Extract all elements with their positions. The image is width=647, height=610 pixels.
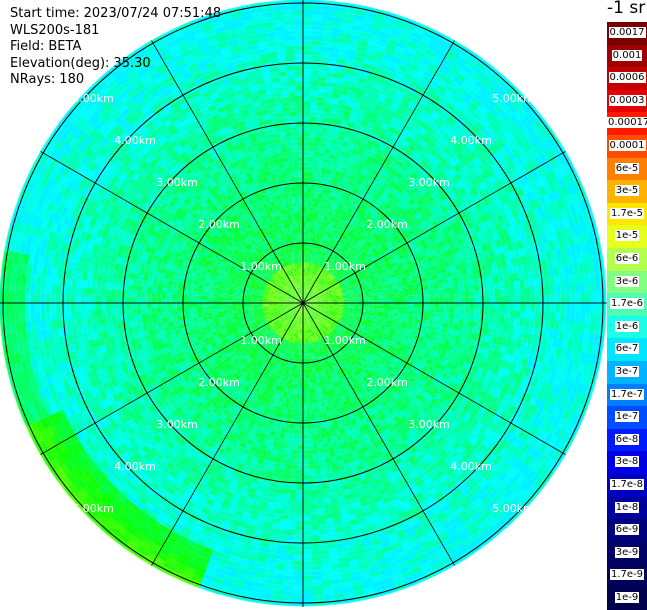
range-label: 3.00km bbox=[408, 418, 450, 431]
colorbar-swatch: 3e-5 bbox=[607, 180, 647, 203]
nrays-value: 180 bbox=[59, 72, 85, 87]
instrument-name: WLS200s-181 bbox=[10, 22, 100, 38]
colorbar-tick-label: 3e-9 bbox=[614, 546, 640, 558]
range-label: 1.00km bbox=[324, 334, 366, 347]
colorbar-swatch: 6e-9 bbox=[607, 519, 647, 542]
colorbar-tick-label: 0.001 bbox=[611, 49, 643, 61]
colorbar-tick-label: 1.7e-5 bbox=[609, 207, 645, 219]
colorbar-tick-label: 1e-5 bbox=[614, 230, 640, 242]
azimuth-spoke bbox=[40, 302, 304, 455]
colorbar-tick-label: 6e-7 bbox=[614, 343, 640, 355]
field-label: Field: bbox=[10, 39, 45, 54]
range-label: 1.00km bbox=[240, 334, 282, 347]
colorbar-swatch: 0.0003 bbox=[607, 89, 647, 113]
colorbar-swatch: 1e-7 bbox=[607, 406, 647, 429]
colorbar-tick-label: 3e-6 bbox=[614, 275, 640, 287]
colorbar-swatch: 1.7e-7 bbox=[607, 383, 647, 407]
colorbar-tick-label: 6e-6 bbox=[614, 253, 640, 264]
range-label: 4.00km bbox=[114, 460, 156, 473]
range-label: 4.00km bbox=[114, 134, 156, 147]
nrays-row: NRays: 180 bbox=[10, 72, 221, 89]
colorbar-tick-label: 6e-9 bbox=[614, 524, 640, 536]
colorbar-tick-label: 0.0003 bbox=[608, 94, 646, 106]
colorbar-swatch: 3e-9 bbox=[607, 541, 647, 565]
instrument-row: WLS200s-181 bbox=[10, 23, 221, 40]
colorbar-tick-label: 1e-8 bbox=[614, 501, 640, 513]
colorbar-swatch: 3e-7 bbox=[607, 361, 647, 384]
nrays-label: NRays: bbox=[10, 72, 56, 87]
colorbar-tick-label: 1e-7 bbox=[614, 411, 640, 423]
colorbar-swatch: 6e-6 bbox=[607, 248, 647, 271]
colorbar-tick-label: 0.0017 bbox=[608, 27, 646, 38]
colorbar-swatch: 1e-8 bbox=[607, 496, 647, 520]
range-label: 2.00km bbox=[198, 376, 240, 389]
colorbar-tick-label: 1.7e-6 bbox=[609, 298, 645, 310]
elevation-label: Elevation(deg): bbox=[10, 55, 110, 71]
range-label: 1.00km bbox=[240, 260, 282, 273]
colorbar-swatch: 0.0006 bbox=[607, 67, 647, 90]
colorbar-tick-label: 1.7e-9 bbox=[609, 569, 645, 581]
range-label: 4.00km bbox=[450, 460, 492, 473]
range-label: 1.00km bbox=[324, 260, 366, 273]
azimuth-spoke bbox=[302, 302, 455, 566]
colorbar-tick-label: 0.00017 bbox=[607, 117, 647, 129]
colorbar-swatch: 1e-6 bbox=[607, 315, 647, 339]
colorbar-tick-label: 1e-9 bbox=[614, 592, 640, 603]
colorbar-swatch: 6e-7 bbox=[607, 338, 647, 361]
colorbar-tick-label: 1e-6 bbox=[614, 320, 640, 332]
colorbar-swatch: 1.7e-9 bbox=[607, 564, 647, 587]
colorbar-swatch: 3e-8 bbox=[607, 451, 647, 474]
colorbar-swatch: 1e-9 bbox=[607, 587, 647, 610]
azimuth-spoke bbox=[302, 302, 566, 455]
colorbar-tick-label: 0.0006 bbox=[608, 72, 646, 84]
colorbar-swatch: 1.7e-6 bbox=[607, 293, 647, 316]
range-label: 3.00km bbox=[156, 176, 198, 189]
range-label: 3.00km bbox=[408, 176, 450, 189]
colorbar-swatch: 0.0001 bbox=[607, 135, 647, 158]
elevation-row: Elevation(deg): 35.30 bbox=[10, 56, 221, 73]
colorbar-tick-label: 3e-7 bbox=[614, 366, 640, 377]
range-label: 2.00km bbox=[366, 376, 408, 389]
colorbar-swatch: 3e-6 bbox=[607, 270, 647, 294]
range-label: 2.00km bbox=[366, 218, 408, 231]
colorbar-unit-label: -1 sr bbox=[607, 0, 646, 18]
start-time-value: 2023/07/24 07:51:48 bbox=[83, 6, 222, 21]
colorbar-swatch: 1.7e-5 bbox=[607, 202, 647, 226]
field-row: Field: BETA bbox=[10, 39, 221, 56]
colorbar-tick-label: 3e-5 bbox=[614, 185, 640, 197]
start-time-label: Start time: bbox=[10, 6, 80, 21]
colorbar-tick-label: 3e-8 bbox=[614, 456, 640, 468]
range-label: 5.00km bbox=[492, 92, 534, 105]
range-label: 2.00km bbox=[198, 218, 240, 231]
azimuth-spoke bbox=[151, 40, 304, 304]
colorbar-tick-label: 6e-5 bbox=[614, 162, 640, 174]
colorbar-swatch: 0.0017 bbox=[607, 22, 647, 45]
range-label: 5.00km bbox=[72, 92, 114, 105]
scan-info-panel: Start time: 2023/07/24 07:51:48 WLS200s-1… bbox=[10, 6, 221, 89]
range-label: 5.00km bbox=[72, 502, 114, 515]
colorbar-tick-label: 1.7e-7 bbox=[609, 388, 645, 400]
azimuth-spoke bbox=[302, 40, 455, 304]
colorbar-swatch: 1e-5 bbox=[607, 225, 647, 248]
elevation-value: 35.30 bbox=[113, 55, 151, 71]
colorbar-tick-label: 0.0001 bbox=[608, 140, 646, 151]
azimuth-spoke bbox=[151, 302, 304, 566]
colorbar-swatch: 0.001 bbox=[607, 44, 647, 68]
colorbar-swatch: 0.00017 bbox=[607, 112, 647, 135]
colorbar-tick-label: 1.7e-8 bbox=[609, 479, 645, 490]
range-label: 5.00km bbox=[492, 502, 534, 515]
field-value: BETA bbox=[48, 39, 82, 54]
start-time-row: Start time: 2023/07/24 07:51:48 bbox=[10, 6, 221, 23]
colorbar-tick-label: 6e-8 bbox=[614, 433, 640, 445]
colorbar-swatch: 6e-8 bbox=[607, 428, 647, 452]
colorbar-swatch: 6e-5 bbox=[607, 157, 647, 181]
colorbar-swatch: 1.7e-8 bbox=[607, 474, 647, 497]
azimuth-spoke bbox=[302, 151, 566, 304]
range-label: 4.00km bbox=[450, 134, 492, 147]
azimuth-spoke bbox=[40, 151, 304, 304]
range-label: 3.00km bbox=[156, 418, 198, 431]
